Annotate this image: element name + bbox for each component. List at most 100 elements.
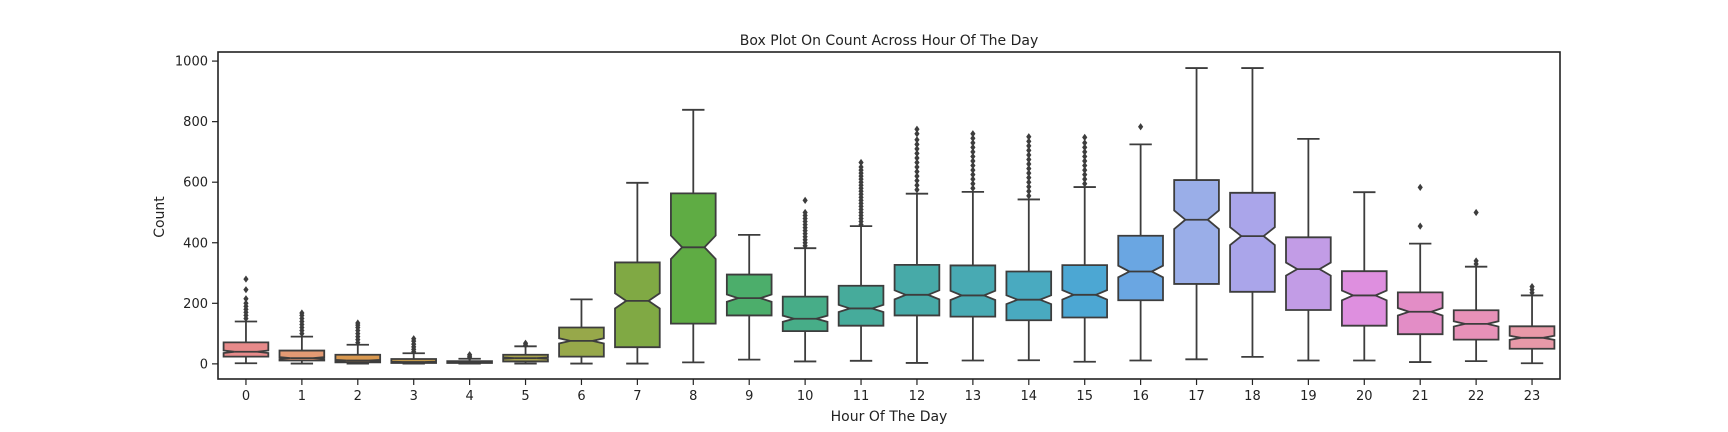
x-tick-label: 2 [354, 389, 362, 404]
outlier-point [1026, 187, 1032, 195]
x-tick-label: 6 [577, 389, 585, 404]
outlier-point [914, 149, 920, 158]
y-axis: 0 200 400 600 800 1000 [175, 55, 218, 372]
box-body [670, 192, 717, 325]
box-hour-10 [781, 196, 829, 363]
outlier-point [914, 154, 920, 162]
outlier-point [1082, 175, 1088, 183]
outlier-point [970, 152, 976, 161]
outlier-point [970, 157, 976, 165]
box-hour-1 [278, 309, 326, 365]
outlier-point [970, 139, 976, 147]
box-hour-17 [1173, 67, 1220, 361]
box-body [1229, 191, 1276, 293]
outlier-point [1417, 183, 1423, 191]
box-hour-7 [614, 181, 661, 365]
boxes [222, 67, 1556, 365]
box-body [1396, 291, 1444, 336]
outlier-point [1082, 171, 1088, 179]
outlier-point [970, 148, 976, 156]
outlier-point [411, 335, 417, 343]
outlier-point [1026, 160, 1032, 168]
box-body [837, 284, 885, 327]
box-body [1061, 264, 1108, 319]
outlier-point [1473, 257, 1479, 265]
outlier-point [1026, 164, 1032, 173]
outlier-point [1082, 161, 1088, 170]
x-tick-label: 14 [1021, 389, 1038, 404]
box-body [558, 326, 605, 358]
box-hour-11 [837, 158, 885, 362]
outlier-point [914, 130, 920, 138]
outlier-point [914, 158, 920, 167]
x-tick-label: 12 [909, 389, 926, 404]
outlier-point [1138, 123, 1144, 131]
x-tick-label: 18 [1244, 389, 1261, 404]
x-tick-label: 21 [1412, 389, 1429, 404]
box-hour-21 [1396, 183, 1444, 363]
y-tick-label: 800 [183, 115, 208, 130]
outlier-point [1082, 166, 1088, 174]
box-body [1341, 270, 1388, 327]
outlier-point [970, 130, 976, 138]
x-tick-label: 0 [242, 389, 250, 404]
x-tick-label: 20 [1356, 389, 1373, 404]
box-body [222, 341, 270, 358]
outlier-point [858, 158, 864, 167]
outlier-point [970, 161, 976, 170]
box-body [1173, 179, 1220, 285]
outlier-point [1082, 157, 1088, 165]
box-hour-23 [1508, 283, 1556, 365]
outlier-point [1082, 143, 1088, 151]
box-hour-3 [390, 335, 437, 365]
y-axis-label: Count [152, 196, 168, 238]
box-hour-20 [1341, 191, 1388, 362]
x-tick-label: 19 [1300, 389, 1317, 404]
box-hour-9 [725, 233, 773, 361]
outlier-point [1026, 137, 1032, 145]
y-tick-label: 0 [200, 357, 208, 372]
box-hour-0 [222, 275, 270, 365]
box-hour-14 [1005, 133, 1053, 362]
outlier-point [243, 295, 249, 303]
box-hour-6 [558, 298, 605, 365]
box-body [278, 349, 326, 362]
box-body [1005, 270, 1053, 322]
outlier-point [1026, 178, 1032, 186]
outlier-point [970, 184, 976, 192]
outlier-point [1082, 133, 1088, 141]
x-tick-label: 15 [1076, 389, 1093, 404]
outlier-point [970, 134, 976, 142]
outlier-point [914, 163, 920, 171]
box-body [614, 261, 661, 349]
outlier-point [858, 163, 864, 171]
x-tick-label: 10 [797, 389, 814, 404]
box-body [725, 273, 773, 317]
outlier-point [802, 208, 808, 217]
outlier-point [914, 145, 920, 153]
outlier-point [1026, 169, 1032, 177]
box-body [1117, 234, 1164, 302]
outlier-point [1026, 133, 1032, 141]
outlier-point [1417, 222, 1423, 230]
y-tick-label: 1000 [175, 55, 208, 70]
outlier-point [1026, 183, 1032, 191]
outlier-point [914, 125, 920, 133]
outlier-point [1473, 208, 1479, 217]
box-hour-2 [334, 319, 382, 365]
box-hour-22 [1452, 208, 1500, 363]
outlier-point [914, 186, 920, 194]
box-hour-15 [1061, 133, 1108, 363]
outlier-point [1529, 283, 1535, 291]
outlier-point [914, 172, 920, 180]
outlier-point [1026, 142, 1032, 150]
x-tick-label: 22 [1468, 389, 1485, 404]
box-hour-19 [1285, 137, 1332, 362]
outlier-point [243, 286, 249, 294]
outlier-point [1026, 174, 1032, 182]
outlier-point [355, 319, 361, 327]
x-tick-label: 13 [965, 389, 982, 404]
x-axis-label: Hour Of The Day [831, 409, 948, 425]
x-tick-label: 23 [1524, 389, 1541, 404]
